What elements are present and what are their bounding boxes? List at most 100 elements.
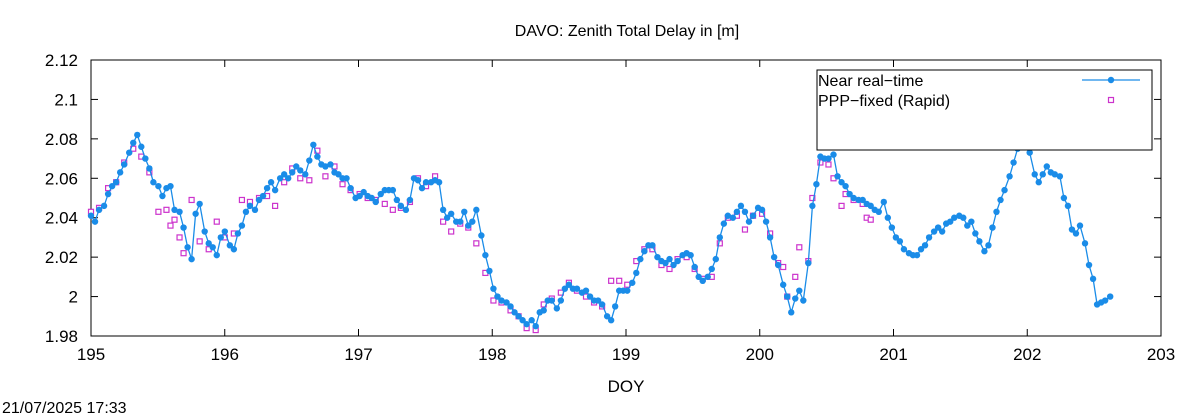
- near-real-time-point: [327, 161, 334, 168]
- near-real-time-point: [259, 192, 267, 200]
- near-real-time-point: [91, 218, 99, 225]
- near-real-time-point: [737, 202, 745, 210]
- near-real-time-point: [1031, 171, 1038, 178]
- near-real-time-point: [1001, 186, 1008, 194]
- near-real-time-point: [649, 242, 656, 249]
- near-real-time-point: [377, 190, 384, 198]
- near-real-time-point: [418, 184, 426, 192]
- near-real-time-point: [155, 182, 162, 190]
- ppp-fixed-point: [163, 206, 170, 213]
- near-real-time-point: [213, 251, 220, 259]
- near-real-time-point: [784, 293, 791, 300]
- near-real-time-point: [108, 182, 116, 190]
- ppp-fixed-point: [155, 208, 162, 215]
- near-real-time-point: [1006, 173, 1013, 180]
- near-real-time-point: [830, 151, 837, 158]
- near-real-time-point: [540, 307, 547, 314]
- near-real-time-point: [850, 194, 857, 202]
- near-real-time-point: [523, 320, 530, 328]
- near-real-time-point: [393, 196, 401, 204]
- near-real-time-point: [230, 246, 238, 253]
- near-real-time-point: [813, 181, 820, 188]
- near-real-time-point: [486, 267, 493, 275]
- y-tick-label: 2.02: [45, 248, 78, 267]
- near-real-time-point: [762, 218, 770, 225]
- near-real-time-point: [796, 287, 803, 294]
- ppp-fixed-point: [473, 240, 480, 247]
- near-real-time-point: [993, 208, 1000, 215]
- y-tick-label: 2: [69, 288, 78, 307]
- near-real-time-point: [930, 228, 938, 235]
- ppp-fixed-point: [490, 297, 497, 304]
- near-real-time-point: [221, 228, 229, 235]
- near-real-time-point: [603, 313, 611, 320]
- near-real-time-point: [792, 295, 799, 302]
- x-tick-label: 203: [1147, 345, 1175, 364]
- near-real-time-point: [435, 179, 443, 186]
- near-real-time-point: [892, 234, 900, 241]
- ppp-fixed-point: [608, 277, 615, 284]
- near-real-time-point: [1035, 179, 1042, 186]
- ppp-fixed-point: [339, 181, 346, 188]
- near-real-time-point: [138, 143, 145, 150]
- ppp-fixed-point: [616, 277, 623, 284]
- near-real-time-point: [406, 196, 414, 204]
- near-real-time-point: [422, 179, 430, 186]
- near-real-time-point: [368, 194, 375, 202]
- near-real-time-point: [766, 234, 774, 241]
- ppp-fixed-point: [322, 173, 329, 180]
- ppp-fixed-point: [796, 244, 803, 251]
- near-real-time-point: [1076, 222, 1084, 229]
- x-tick-label: 197: [344, 345, 372, 364]
- near-real-time-point: [528, 317, 535, 324]
- near-real-time-point: [389, 186, 397, 194]
- near-real-time-point: [276, 175, 284, 182]
- near-real-time-point: [662, 259, 669, 267]
- near-real-time-point: [553, 305, 561, 312]
- near-real-time-point: [1081, 240, 1089, 247]
- x-tick-label: 195: [77, 345, 105, 364]
- y-tick-label: 2.06: [45, 169, 78, 188]
- near-real-time-point: [712, 255, 719, 263]
- near-real-time-point: [447, 210, 455, 217]
- near-real-time-point: [788, 309, 795, 316]
- near-real-time-point: [964, 222, 971, 229]
- near-real-time-point: [938, 228, 946, 235]
- ppp-fixed-point: [180, 250, 187, 257]
- near-real-time-point: [100, 202, 108, 210]
- near-real-time-point: [310, 141, 317, 148]
- near-real-time-point: [242, 208, 250, 215]
- near-real-time-point: [347, 184, 354, 192]
- ppp-fixed-point: [666, 265, 673, 273]
- near-real-time-point: [1089, 275, 1097, 283]
- near-real-time-point: [1068, 226, 1076, 233]
- near-real-time-point: [749, 212, 757, 219]
- ppp-fixed-point: [448, 228, 455, 235]
- near-real-time-point: [716, 234, 724, 241]
- near-real-time-point: [981, 248, 988, 255]
- near-real-time-point: [171, 206, 178, 214]
- near-real-time-point: [461, 208, 468, 215]
- near-real-time-point: [473, 206, 480, 214]
- near-real-time-point: [167, 182, 174, 190]
- near-real-time-point: [582, 287, 590, 294]
- near-real-time-point: [708, 265, 715, 273]
- ppp-fixed-point: [780, 263, 787, 271]
- near-real-time-point: [142, 155, 149, 162]
- near-real-time-point: [896, 238, 904, 245]
- near-real-time-point: [414, 177, 422, 184]
- near-real-time-point: [934, 224, 942, 231]
- near-real-time-point: [482, 251, 489, 259]
- timestamp-footer: 21/07/2025 17:33: [2, 400, 127, 417]
- y-tick-label: 2.08: [45, 130, 78, 149]
- ppp-fixed-point: [792, 273, 799, 280]
- near-real-time-point: [180, 224, 187, 231]
- near-real-time-point: [112, 179, 120, 186]
- near-real-time-point: [704, 273, 711, 281]
- near-real-time-point: [624, 287, 631, 294]
- ppp-fixed-point: [741, 226, 749, 233]
- near-real-time-point: [95, 206, 103, 214]
- ppp-fixed-point: [196, 238, 203, 245]
- near-real-time-point: [846, 190, 853, 198]
- near-real-time-point: [443, 214, 451, 221]
